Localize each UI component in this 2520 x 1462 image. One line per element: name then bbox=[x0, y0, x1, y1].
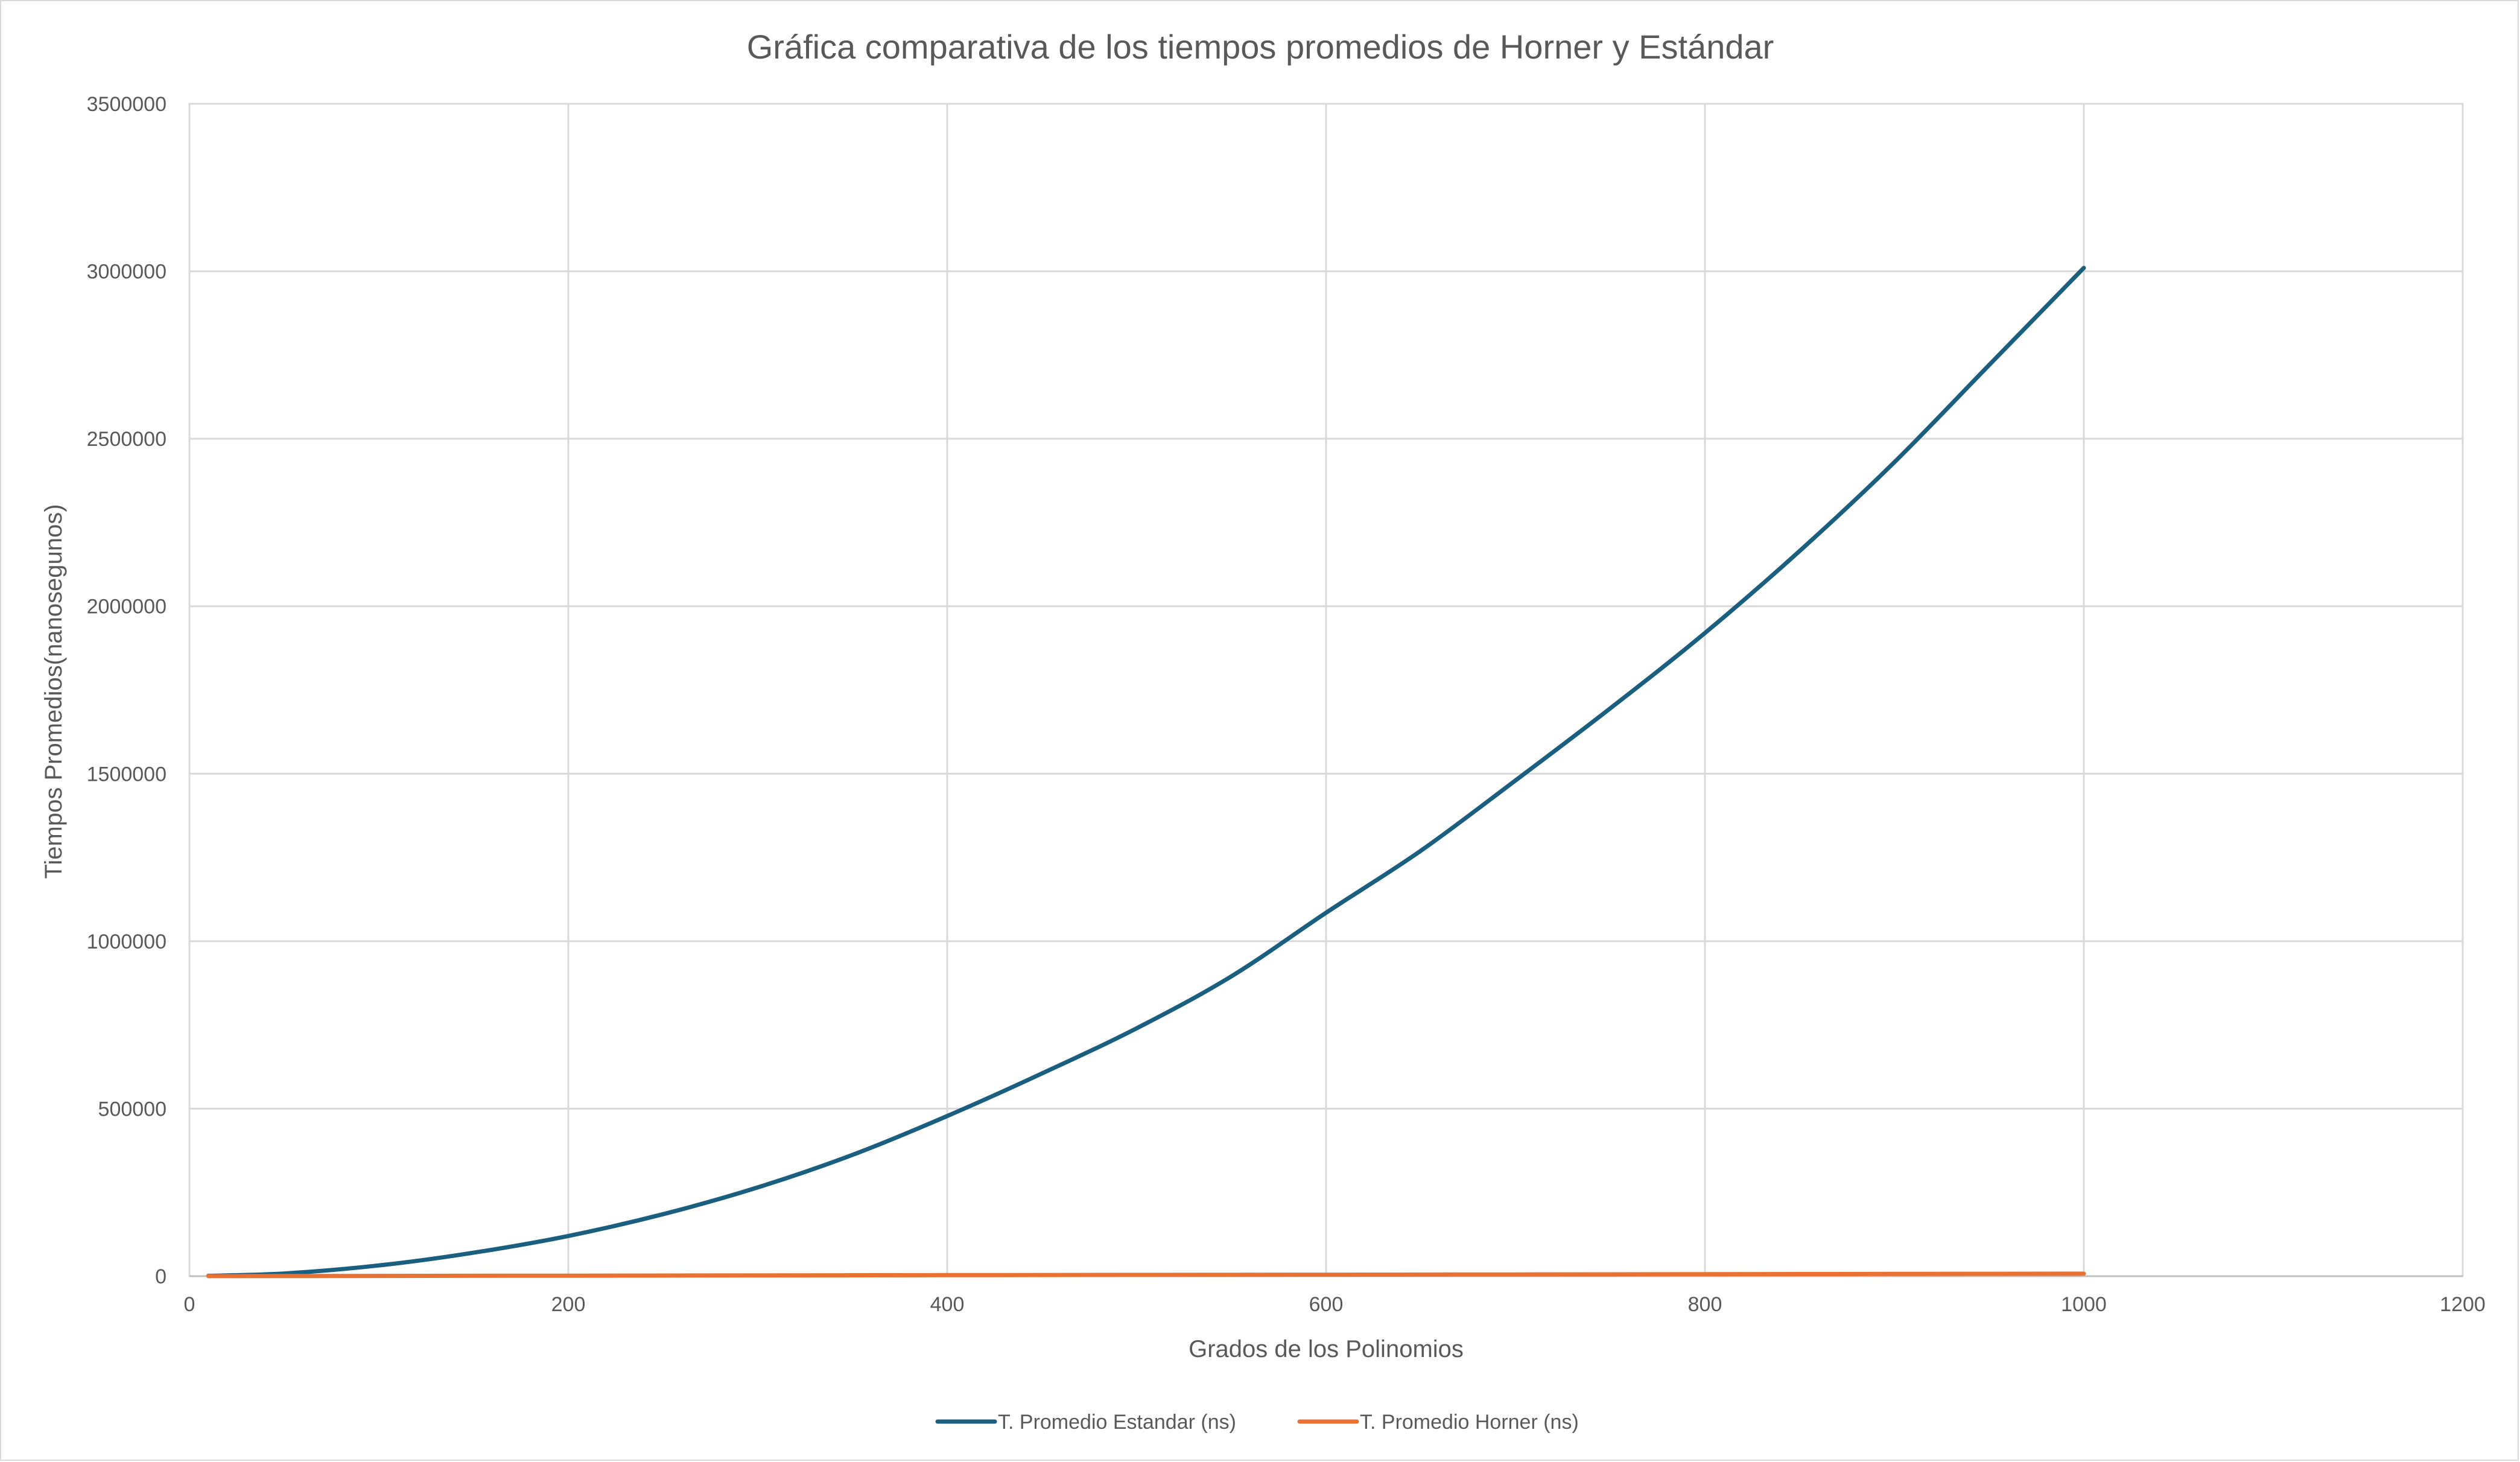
y-tick-label: 0 bbox=[155, 1265, 167, 1288]
x-axis-title: Grados de los Polinomios bbox=[1189, 1336, 1464, 1362]
chart-title: Gráfica comparativa de los tiempos prome… bbox=[747, 28, 1774, 66]
legend-label: T. Promedio Estandar (ns) bbox=[998, 1411, 1236, 1434]
x-tick-label: 600 bbox=[1309, 1293, 1344, 1316]
x-tick-label: 0 bbox=[184, 1293, 195, 1316]
chart-legend: T. Promedio Estandar (ns) T. Promedio Hor… bbox=[935, 1411, 1579, 1434]
x-tick-label: 1200 bbox=[2440, 1293, 2486, 1316]
series-line-horner bbox=[206, 1271, 2086, 1279]
y-tick-label: 2000000 bbox=[87, 596, 167, 618]
y-tick-label: 1500000 bbox=[87, 763, 167, 786]
x-tick-label: 800 bbox=[1688, 1293, 1722, 1316]
y-tick-label: 2500000 bbox=[87, 428, 167, 451]
y-tick-label: 1000000 bbox=[87, 930, 167, 953]
y-axis-title: Tiempos Promedios(nanosegunos) bbox=[40, 504, 67, 879]
y-axis-ticks: 0 500000 1000000 1500000 2000000 2500000 30000… bbox=[87, 93, 167, 1288]
x-tick-label: 200 bbox=[551, 1293, 586, 1316]
series-lines bbox=[206, 265, 2086, 1279]
y-tick-label: 3500000 bbox=[87, 93, 167, 116]
y-tick-label: 500000 bbox=[98, 1098, 167, 1120]
legend-label: T. Promedio Horner (ns) bbox=[1360, 1411, 1579, 1434]
y-tick-label: 3000000 bbox=[87, 261, 167, 284]
series-line-estandar bbox=[206, 265, 2086, 1278]
x-tick-label: 400 bbox=[930, 1293, 965, 1316]
x-tick-label: 1000 bbox=[2061, 1293, 2107, 1316]
x-axis-ticks: 0 200 400 600 800 1000 1200 bbox=[184, 1293, 2486, 1316]
gridlines bbox=[189, 103, 2463, 1276]
